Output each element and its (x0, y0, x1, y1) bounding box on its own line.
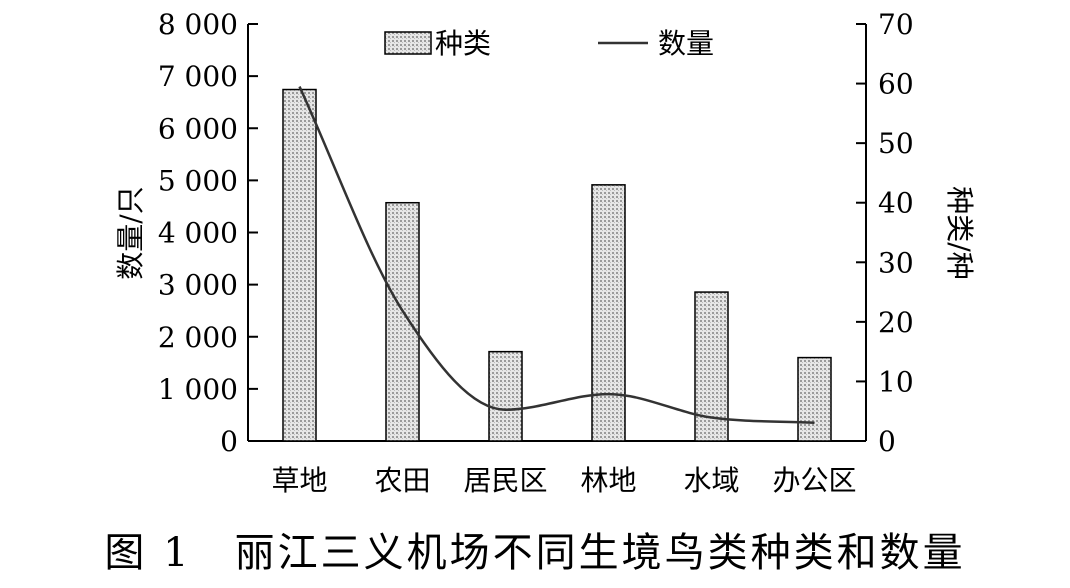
left-tick-label: 6 000 (158, 112, 238, 145)
left-tick-label: 2 000 (158, 321, 238, 354)
left-tick-label: 3 000 (158, 269, 238, 302)
category-label: 水域 (683, 464, 739, 497)
right-tick-label: 20 (878, 306, 914, 339)
axes (247, 24, 867, 442)
category-label: 草地 (271, 464, 327, 497)
right-tick-label: 0 (878, 425, 896, 458)
legend-label-count: 数量 (658, 27, 714, 60)
right-tick-label: 30 (878, 246, 914, 279)
left-tick-label: 1 000 (158, 373, 238, 406)
bar-species (591, 184, 626, 442)
bar-species (385, 201, 420, 442)
category-label: 农田 (374, 464, 430, 497)
right-axis-title: 种类/种 (943, 186, 976, 279)
right-tick-label: 10 (878, 365, 914, 398)
legend-swatch-species (384, 31, 432, 55)
series-line-count (298, 86, 815, 425)
left-axis-title: 数量/只 (114, 186, 147, 279)
left-tick-label: 5 000 (158, 164, 238, 197)
right-tick-label: 50 (878, 127, 914, 160)
right-tick-label: 40 (878, 187, 914, 220)
left-tick-label: 8 000 (158, 8, 238, 41)
left-ticks: 0 1 000 2 000 3 000 4 000 5 000 6 000 7 000 8 00… (158, 8, 258, 458)
figure-caption: 图 1 丽江三义机场不同生境鸟类种类和数量 (104, 530, 966, 576)
bar-species (797, 356, 832, 442)
left-tick-label: 4 000 (158, 217, 238, 250)
category-label: 居民区 (463, 464, 547, 497)
category-label: 办公区 (772, 464, 856, 497)
legend-label-species: 种类 (435, 27, 491, 60)
bar-species (282, 88, 317, 442)
left-tick-label: 0 (220, 425, 238, 458)
bars (282, 88, 832, 442)
category-labels: 草地 农田 居民区 林地 水域 办公区 (271, 464, 856, 497)
legend: 种类 数量 (384, 27, 714, 60)
right-tick-label: 70 (878, 8, 914, 41)
left-tick-label: 7 000 (158, 60, 238, 93)
category-label: 林地 (580, 464, 636, 497)
right-tick-label: 60 (878, 68, 914, 101)
chart: 0 1 000 2 000 3 000 4 000 5 000 6 000 7 000 8 00… (114, 8, 976, 497)
right-ticks: 0 10 20 30 40 50 60 70 (856, 8, 914, 458)
bar-species (488, 350, 523, 442)
